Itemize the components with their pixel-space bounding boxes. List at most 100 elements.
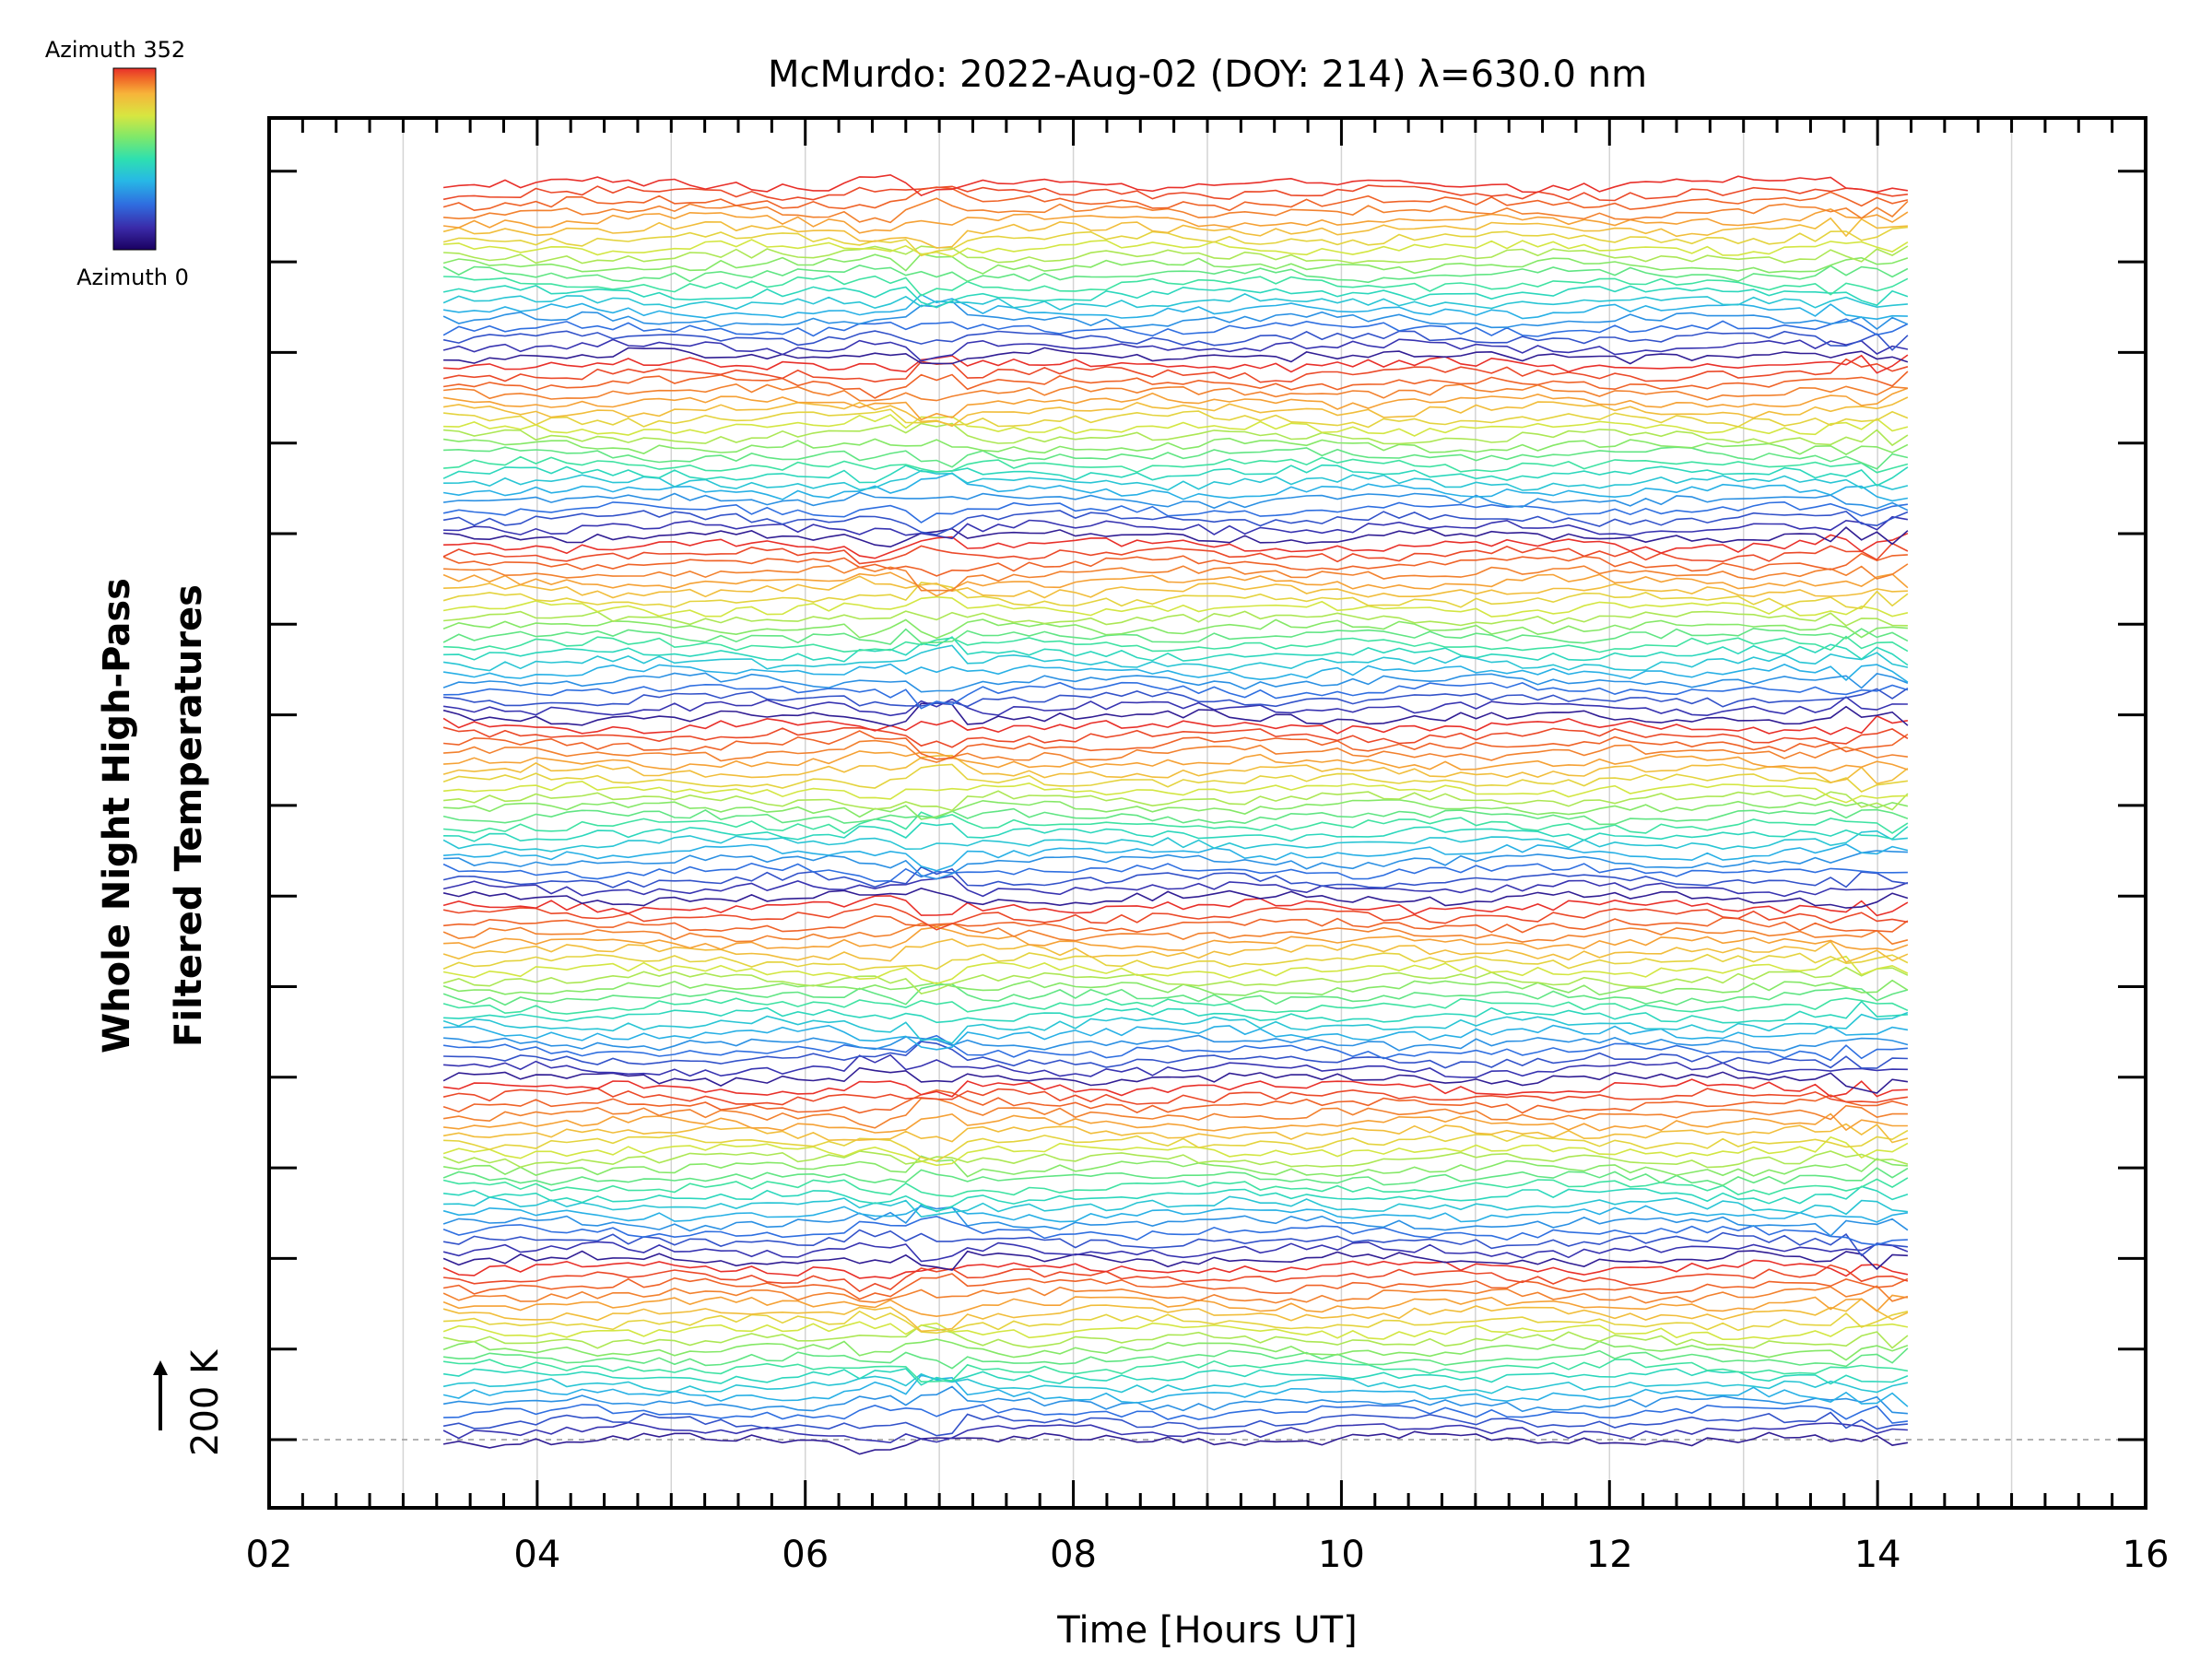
temperature-trace: [443, 610, 1908, 627]
temperature-trace: [442, 318, 1909, 337]
temperature-trace: [442, 1123, 1909, 1144]
temperature-trace: [442, 1259, 1909, 1279]
temperature-trace: [443, 575, 1908, 599]
temperature-trace: [442, 1177, 1909, 1198]
temperature-trace: [442, 186, 1909, 212]
temperature-trace: [442, 938, 1909, 963]
temperature-trace: [442, 1078, 1908, 1098]
temperature-trace: [442, 672, 1909, 693]
temperature-trace: [443, 1112, 1908, 1134]
temperature-trace: [443, 636, 1909, 666]
temperature-trace: [443, 563, 1909, 592]
temperature-trace: [442, 338, 1909, 362]
temperature-trace: [442, 253, 1909, 275]
temperature-trace: [442, 966, 1909, 994]
temperature-trace: [442, 571, 1909, 597]
temperature-trace: [442, 595, 1909, 618]
temperature-trace: [442, 1324, 1909, 1349]
temperature-trace: [442, 358, 1909, 383]
temperature-trace: [442, 1034, 1908, 1062]
temperature-trace: [443, 843, 1909, 872]
x-tick-label: 14: [1854, 1534, 1901, 1576]
temperature-trace: [442, 955, 1909, 985]
x-tick-label: 06: [782, 1534, 829, 1576]
temperature-trace: [442, 293, 1908, 321]
temperature-trace: [442, 644, 1909, 672]
x-tick-label: 12: [1586, 1534, 1633, 1576]
temperature-trace: [442, 300, 1909, 331]
temperature-trace: [443, 915, 1909, 934]
y-scale-label: 200 K: [184, 1348, 227, 1456]
temperature-trace: [442, 582, 1909, 610]
temperature-trace: [443, 790, 1909, 812]
temperature-trace: [442, 265, 1909, 284]
x-tick-label: 10: [1318, 1534, 1365, 1576]
temperature-trace: [442, 895, 1909, 917]
temperature-trace: [442, 472, 1909, 502]
temperature-trace: [442, 702, 1909, 727]
temperature-trace: [442, 1430, 1909, 1455]
temperature-trace: [442, 865, 1909, 889]
temperature-trace: [443, 1310, 1909, 1335]
temperature-trace: [443, 422, 1909, 447]
temperature-trace: [442, 1273, 1909, 1300]
temperature-trace: [443, 780, 1908, 804]
scale-arrow-head: [153, 1360, 168, 1375]
temperature-trace: [442, 1066, 1909, 1094]
temperature-trace: [442, 387, 1909, 421]
temperature-trace: [442, 1411, 1908, 1437]
trace-group: [442, 173, 1909, 1455]
temperature-trace: [443, 1195, 1908, 1218]
temperature-trace: [443, 739, 1909, 763]
temperature-trace: [442, 437, 1909, 456]
temperature-trace: [442, 1368, 1909, 1386]
temperature-trace: [442, 696, 1908, 717]
vertical-gridlines: [402, 118, 2013, 1508]
temperature-trace: [442, 217, 1908, 249]
temperature-trace: [442, 663, 1909, 683]
temperature-trace: [442, 285, 1909, 309]
temperature-trace: [442, 627, 1909, 645]
temperature-trace: [443, 1024, 1909, 1051]
temperature-trace: [443, 245, 1909, 265]
chart-title: McMurdo: 2022-Aug-02 (DOY: 214) λ=630.0 …: [768, 53, 1647, 96]
temperature-trace: [443, 275, 1909, 297]
temperature-trace: [443, 382, 1908, 402]
temperature-trace: [442, 726, 1909, 748]
temperature-trace: [443, 354, 1909, 374]
temperature-trace: [442, 1321, 1909, 1341]
temperature-trace: [443, 515, 1909, 540]
temperature-trace: [442, 1385, 1908, 1415]
temperature-trace: [442, 1374, 1909, 1407]
x-tick-labels: 02 04 06 08 10 12 14 16: [246, 1534, 2170, 1576]
temperature-trace: [442, 903, 1909, 931]
temperature-trace: [442, 952, 1909, 971]
temperature-trace: [443, 469, 1909, 491]
temperature-trace: [442, 1372, 1909, 1394]
temperature-trace: [442, 1298, 1909, 1333]
temperature-trace: [443, 1000, 1908, 1024]
temperature-trace: [442, 807, 1909, 826]
temperature-trace: [443, 681, 1909, 710]
colorbar-bottom-label: Azimuth 0: [76, 265, 189, 290]
temperature-trace: [442, 763, 1909, 793]
temperature-trace: [443, 526, 1909, 548]
temperature-trace: [442, 226, 1908, 257]
temperature-trace: [442, 618, 1908, 640]
temperature-trace: [442, 1359, 1909, 1383]
temperature-trace: [442, 1285, 1909, 1304]
axis-ticks: [267, 118, 2147, 1508]
y-axis-title-line2: Filtered Temperatures: [168, 584, 210, 1047]
temperature-trace: [442, 1229, 1908, 1257]
x-tick-label: 16: [2123, 1534, 2170, 1576]
temperature-trace: [442, 1150, 1909, 1169]
temperature-trace: [442, 1294, 1909, 1318]
temperature-trace: [442, 1011, 1909, 1044]
temperature-trace: [442, 552, 1908, 577]
temperature-trace: [443, 347, 1909, 365]
temperature-trace: [442, 1241, 1909, 1263]
temperature-trace: [442, 1135, 1909, 1167]
colorbar-top-label: Azimuth 352: [45, 37, 185, 63]
temperature-trace: [442, 888, 1909, 909]
